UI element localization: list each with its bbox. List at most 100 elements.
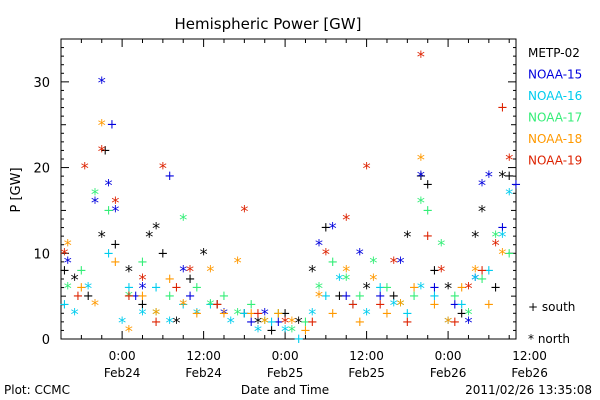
data-point: + bbox=[409, 289, 420, 304]
data-point: + bbox=[477, 263, 488, 278]
data-point: * bbox=[342, 210, 350, 229]
data-point: * bbox=[498, 227, 506, 246]
data-point: + bbox=[327, 306, 338, 321]
data-point: + bbox=[83, 289, 94, 304]
data-point: + bbox=[483, 263, 494, 278]
x-tick-time-label: 0:00 bbox=[272, 349, 299, 363]
data-point: * bbox=[152, 304, 160, 323]
data-point: + bbox=[73, 289, 84, 304]
legend-entry: NOAA-16 bbox=[528, 89, 582, 103]
x-tick-time-label: 12:00 bbox=[349, 349, 384, 363]
data-point: + bbox=[402, 315, 413, 330]
data-point: * bbox=[363, 159, 371, 178]
data-point: + bbox=[191, 306, 202, 321]
data-point: + bbox=[327, 255, 338, 270]
data-point: * bbox=[152, 219, 160, 238]
data-point: + bbox=[110, 255, 121, 270]
data-point: + bbox=[422, 178, 433, 193]
data-point: + bbox=[191, 281, 202, 296]
data-point: * bbox=[125, 321, 133, 340]
data-point: * bbox=[64, 236, 72, 255]
data-point: + bbox=[137, 255, 148, 270]
data-point: * bbox=[227, 313, 235, 332]
data-point: * bbox=[390, 253, 398, 272]
data-point: + bbox=[477, 272, 488, 287]
data-point: + bbox=[348, 298, 359, 313]
data-point: * bbox=[356, 244, 364, 263]
data-point: * bbox=[295, 313, 303, 332]
data-point: + bbox=[334, 289, 345, 304]
data-point: + bbox=[388, 289, 399, 304]
y-tick-label: 0 bbox=[42, 333, 50, 348]
data-point: * bbox=[478, 201, 486, 220]
y-axis-label: P [GW] bbox=[9, 167, 24, 212]
data-point: + bbox=[219, 306, 230, 321]
data-point: * bbox=[471, 270, 479, 289]
data-point: * bbox=[464, 304, 472, 323]
footer-plot-credit: Plot: CCMC bbox=[4, 383, 70, 397]
data-point: * bbox=[71, 304, 79, 323]
data-point: * bbox=[179, 296, 187, 315]
data-point: * bbox=[261, 313, 269, 332]
series-legend: METP-02 NOAA-15 NOAA-16 NOAA-17 NOAA-18 NOAA-… bbox=[528, 46, 582, 168]
legend-entry: NOAA-18 bbox=[528, 132, 582, 146]
data-point: + bbox=[456, 298, 467, 313]
data-point: * bbox=[281, 313, 289, 332]
data-point: * bbox=[363, 279, 371, 298]
data-point: + bbox=[59, 298, 70, 313]
data-point: + bbox=[320, 289, 331, 304]
x-tick-date-label: Feb25 bbox=[267, 366, 304, 380]
data-point: * bbox=[254, 313, 262, 332]
data-point: + bbox=[246, 315, 257, 330]
data-point: * bbox=[308, 261, 316, 280]
data-point: * bbox=[464, 279, 472, 298]
data-point: + bbox=[497, 221, 508, 236]
data-point: + bbox=[123, 289, 134, 304]
data-point: * bbox=[417, 47, 425, 66]
data-point: * bbox=[71, 270, 79, 289]
data-point: + bbox=[76, 263, 87, 278]
data-point: * bbox=[315, 279, 323, 298]
data-point: * bbox=[152, 304, 160, 323]
data-point: * bbox=[363, 304, 371, 323]
x-tick-time-label: 12:00 bbox=[512, 349, 547, 363]
data-point: * bbox=[315, 236, 323, 255]
data-point: + bbox=[212, 298, 223, 313]
data-point: + bbox=[456, 306, 467, 321]
data-point: * bbox=[234, 304, 242, 323]
data-point: + bbox=[252, 306, 263, 321]
data-point: + bbox=[151, 281, 162, 296]
data-point: * bbox=[193, 304, 201, 323]
data-point: + bbox=[178, 298, 189, 313]
data-point: * bbox=[159, 159, 167, 178]
data-point: * bbox=[91, 184, 99, 203]
data-point: * bbox=[91, 193, 99, 212]
data-point: * bbox=[91, 296, 99, 315]
data-point: * bbox=[64, 279, 72, 298]
data-point: * bbox=[145, 227, 153, 246]
data-points: + *+*++*+**+*+*++ * ++ **++ * +*+++*+**+*+****… bbox=[59, 47, 522, 347]
data-point: + bbox=[76, 281, 87, 296]
plot-frame bbox=[60, 38, 517, 340]
data-point: * bbox=[471, 270, 479, 289]
data-point: * bbox=[478, 176, 486, 195]
footer-timestamp: 2011/02/26 13:35:08 bbox=[465, 383, 592, 397]
data-point: + bbox=[341, 289, 352, 304]
data-point: * bbox=[329, 219, 337, 238]
data-point: + bbox=[164, 272, 175, 287]
data-point: * bbox=[492, 236, 500, 255]
data-point: + bbox=[123, 281, 134, 296]
data-point: * bbox=[342, 270, 350, 289]
data-point: + bbox=[164, 169, 175, 184]
marker-legend: + south * north bbox=[528, 300, 575, 346]
data-point: * bbox=[498, 244, 506, 263]
data-point: * bbox=[417, 167, 425, 186]
chart-title: Hemispheric Power [GW] bbox=[175, 15, 362, 33]
data-point: + bbox=[415, 169, 426, 184]
data-point: + bbox=[280, 306, 291, 321]
data-point: * bbox=[369, 253, 377, 272]
x-tick-date-label: Feb26 bbox=[511, 366, 548, 380]
data-point: * bbox=[403, 227, 411, 246]
data-point: * bbox=[172, 313, 180, 332]
data-point: * bbox=[84, 279, 92, 298]
